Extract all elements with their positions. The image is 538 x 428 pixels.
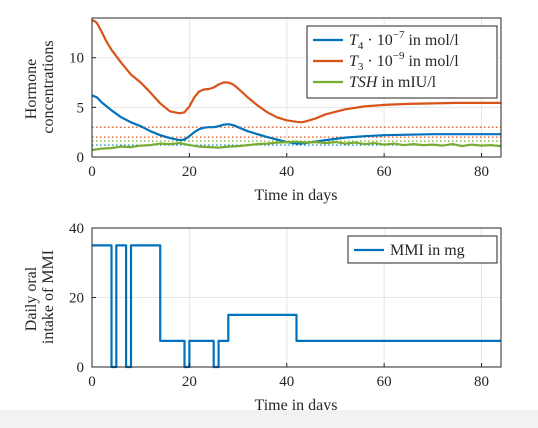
hormone-legend-text-part: T xyxy=(349,32,359,49)
mmi-x-tick-label: 20 xyxy=(182,374,197,390)
mmi-x-tick-label: 80 xyxy=(474,374,489,390)
hormone-y-tick-label: 5 xyxy=(77,100,85,116)
mmi-legend: MMI in mg xyxy=(347,235,498,264)
hormone-legend-text-part: −9 xyxy=(393,50,405,62)
hormone-y-tick-label: 0 xyxy=(77,150,85,166)
hormone-legend-text-part: · 10 xyxy=(363,53,392,70)
mmi-x-tick-label: 40 xyxy=(279,374,294,390)
hormone-x-tick-label: 60 xyxy=(377,164,392,180)
hormone-y-axis-label-line-1: Hormone xyxy=(23,59,40,119)
hormone-legend: T4 · 10−7 in mol/lT3 · 10−9 in mol/lTSH … xyxy=(306,25,498,99)
hormone-x-tick-label: 80 xyxy=(474,164,489,180)
hormone-x-tick-label: 0 xyxy=(88,164,96,180)
hormone-series-line-0 xyxy=(91,94,501,145)
hormone-x-tick-label: 40 xyxy=(279,164,294,180)
mmi-x-tick-label: 60 xyxy=(377,374,392,390)
hormone-legend-text-part: · 10 xyxy=(363,32,392,49)
hormone-legend-entry: T3 · 10−9 in mol/l xyxy=(349,50,459,73)
hormone-axes-box xyxy=(91,17,502,158)
mmi-x-axis-label: Time in days xyxy=(255,397,338,414)
hormone-series-line-2 xyxy=(91,140,502,152)
mmi-chart: 0 20 40 60 80 0 20 40 Time in days Daily oral i… xyxy=(23,221,502,414)
hormone-y-tick-label: 10 xyxy=(69,51,84,67)
hormone-legend-text-part: −7 xyxy=(393,29,405,41)
mmi-y-tick-label: 20 xyxy=(69,291,84,307)
hormone-series-line-1 xyxy=(91,18,501,124)
mmi-y-tick-label: 0 xyxy=(77,360,85,376)
hormone-x-axis-label: Time in days xyxy=(255,187,338,204)
hormone-legend-text-part: 4 xyxy=(358,40,364,52)
hormone-legend-entry: TSH in mIU/l xyxy=(349,74,437,91)
hormone-legend-text-part: in mol/l xyxy=(404,53,459,70)
hormone-x-tick-label: 20 xyxy=(182,164,197,180)
hormone-legend-text-part: T xyxy=(349,53,359,70)
mmi-series xyxy=(92,244,501,369)
mmi-legend-text-part: MMI in mg xyxy=(390,242,465,259)
mmi-y-axis-label-line-1: Daily oral xyxy=(23,266,40,331)
hormone-legend-text-part: TSH xyxy=(349,74,379,91)
hormone-legend-text-part: 3 xyxy=(358,61,364,73)
mmi-y-tick-label: 40 xyxy=(69,221,84,237)
hormone-y-axis-label: Hormone concentrations xyxy=(23,40,57,133)
hormone-y-axis-label-line-2: concentrations xyxy=(40,40,57,133)
hormone-chart: 0 20 40 60 80 0 5 10 Time in days Hormone conce… xyxy=(23,17,502,204)
hormone-ticks: 0 20 40 60 80 0 5 10 xyxy=(69,51,489,180)
mmi-x-tick-label: 0 xyxy=(88,374,96,390)
mmi-y-axis-label-line-2: intake of MMI xyxy=(40,250,57,344)
mmi-legend-entry: MMI in mg xyxy=(390,242,465,259)
hormone-legend-entry: T4 · 10−7 in mol/l xyxy=(349,29,459,52)
hormone-legend-text-part: in mIU/l xyxy=(377,74,436,91)
window-bottom-strip xyxy=(0,410,538,428)
mmi-series-line-0 xyxy=(92,244,501,369)
mmi-y-axis-label: Daily oral intake of MMI xyxy=(23,250,57,344)
hormone-series xyxy=(91,18,502,152)
hormone-legend-text-part: in mol/l xyxy=(404,32,459,49)
mmi-ticks: 0 20 40 60 80 0 20 40 xyxy=(69,221,489,390)
